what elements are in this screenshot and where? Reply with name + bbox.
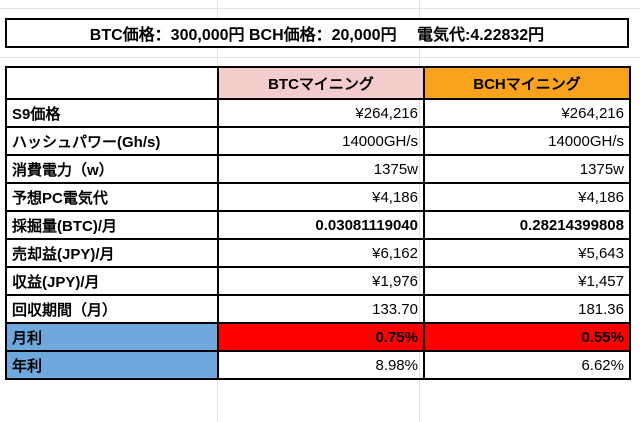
row-label: 消費電力（w）: [5, 154, 219, 184]
gridline: [0, 57, 640, 58]
table-row-power-consumption: 消費電力（w） 1375w 1375w: [5, 154, 631, 184]
table-row-annual-yield: 年利 8.98% 6.62%: [5, 350, 631, 380]
bch-value: 181.36: [423, 294, 631, 324]
btc-value: 14000GH/s: [217, 126, 425, 156]
row-label: 売却益(JPY)/月: [5, 238, 219, 268]
bch-value: 14000GH/s: [423, 126, 631, 156]
table-row-sales-revenue: 売却益(JPY)/月 ¥6,162 ¥5,643: [5, 238, 631, 268]
row-label: 予想PC電気代: [5, 182, 219, 212]
bch-value: 6.62%: [423, 350, 631, 380]
btc-mining-column-header: BTCマイニング: [217, 66, 425, 100]
bch-value: 1375w: [423, 154, 631, 184]
btc-value: ¥4,186: [217, 182, 425, 212]
row-label: 月利: [5, 322, 219, 352]
row-label: ハッシュパワー(Gh/s): [5, 126, 219, 156]
bch-value: ¥4,186: [423, 182, 631, 212]
btc-value: 1375w: [217, 154, 425, 184]
mining-comparison-table: BTCマイニング BCHマイニング S9価格 ¥264,216 ¥264,216…: [5, 66, 631, 380]
bch-value: 0.28214399808: [423, 210, 631, 240]
row-label: 回収期間（月）: [5, 294, 219, 324]
bch-value: ¥1,457: [423, 266, 631, 296]
table-row-electricity-cost: 予想PC電気代 ¥4,186 ¥4,186: [5, 182, 631, 212]
row-label: 年利: [5, 350, 219, 380]
bch-value: ¥5,643: [423, 238, 631, 268]
btc-value: 8.98%: [217, 350, 425, 380]
btc-value: ¥1,976: [217, 266, 425, 296]
bch-value: 0.55%: [423, 322, 631, 352]
row-label: S9価格: [5, 98, 219, 128]
table-row-profit: 収益(JPY)/月 ¥1,976 ¥1,457: [5, 266, 631, 296]
header-blank-cell: [5, 66, 219, 100]
btc-value: ¥6,162: [217, 238, 425, 268]
btc-value: 0.03081119040: [217, 210, 425, 240]
bch-mining-column-header: BCHマイニング: [423, 66, 631, 100]
bch-value: ¥264,216: [423, 98, 631, 128]
table-row-payback-period: 回収期間（月） 133.70 181.36: [5, 294, 631, 324]
table-row-mined-amount: 採掘量(BTC)/月 0.03081119040 0.28214399808: [5, 210, 631, 240]
gridline: [0, 8, 640, 9]
table-row-hash-power: ハッシュパワー(Gh/s) 14000GH/s 14000GH/s: [5, 126, 631, 156]
btc-value: 133.70: [217, 294, 425, 324]
price-summary-banner: BTC価格：300,000円 BCH価格：20,000円 電気代:4.22832…: [5, 18, 629, 48]
btc-value: ¥264,216: [217, 98, 425, 128]
row-label: 収益(JPY)/月: [5, 266, 219, 296]
row-label: 採掘量(BTC)/月: [5, 210, 219, 240]
table-header-row: BTCマイニング BCHマイニング: [5, 66, 631, 100]
table-row-monthly-yield: 月利 0.75% 0.55%: [5, 322, 631, 352]
table-row-s9-price: S9価格 ¥264,216 ¥264,216: [5, 98, 631, 128]
btc-value: 0.75%: [217, 322, 425, 352]
